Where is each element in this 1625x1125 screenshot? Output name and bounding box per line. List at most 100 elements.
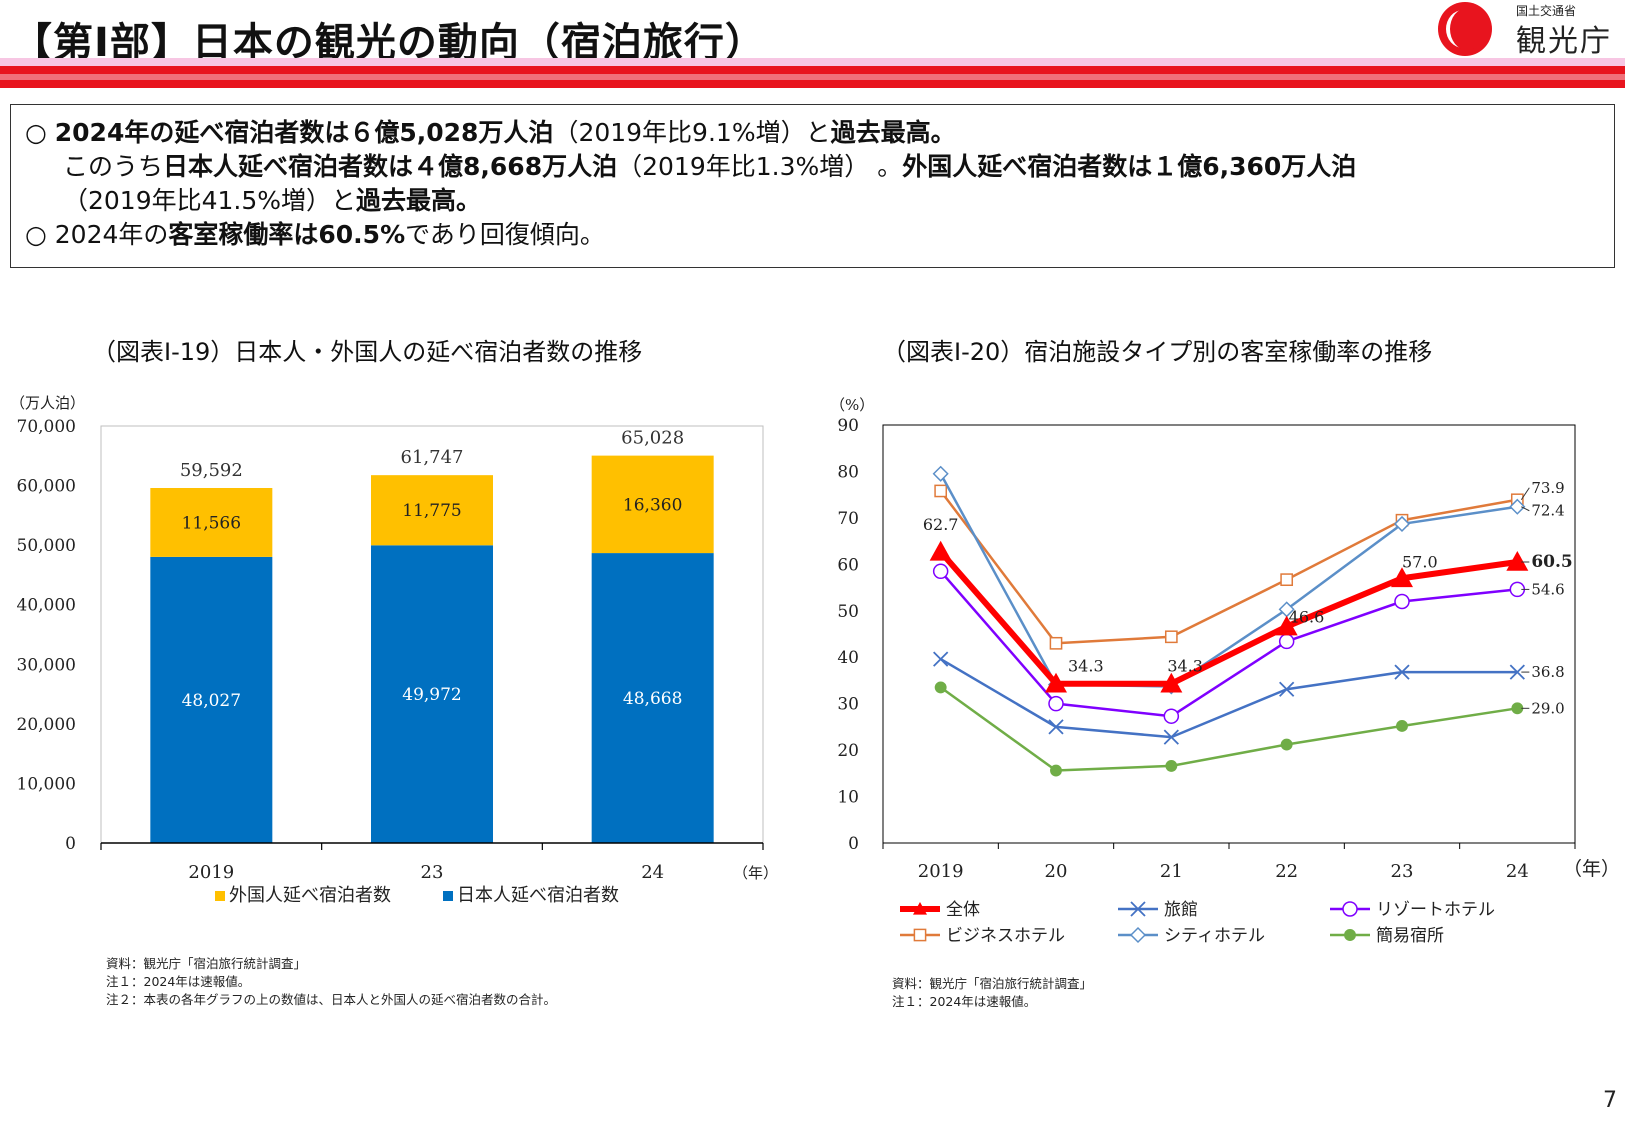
chart2-note-source: 資料：観光庁「宿泊旅行統計調査」	[892, 976, 1093, 991]
chart2-legend-label: 簡易宿所	[1376, 926, 1444, 946]
summary-line-2: このうち日本人延べ宿泊者数は４億8,668万人泊（2019年比1.3%増） 。外…	[63, 147, 1356, 183]
chart2-end-label: 54.6	[1531, 580, 1564, 598]
summary-line-1: ○ 2024年の延べ宿泊者数は６億5,028万人泊（2019年比9.1%増）と過…	[25, 113, 956, 149]
chart1-x-tick-label: 23	[421, 862, 444, 883]
data-point-diamond-open	[932, 465, 949, 482]
bar-japanese-24	[591, 553, 714, 843]
chart2-x-tick-label: 23	[1391, 861, 1414, 882]
logo-circle-core	[1450, 8, 1484, 50]
bar-total-label: 61,747	[401, 447, 464, 468]
logo-ministry-text: 国土交通省	[1516, 4, 1577, 18]
chart2-end-label-leader	[1520, 487, 1530, 501]
bullet: ○	[25, 118, 55, 147]
logo-agency-text: 観光庁	[1516, 24, 1612, 59]
chart2-total-annotation: 62.7	[923, 515, 959, 534]
chart2-x-unit: （年）	[1563, 858, 1620, 880]
line-x-series	[940, 658, 1518, 739]
chart2-x-tick-label: 2019	[918, 861, 964, 882]
summary-line-4: ○ 2024年の客室稼働率は60.5%であり回復傾向。	[25, 215, 605, 251]
data-point-square-open	[1049, 636, 1063, 650]
chart2-total-annotation: 34.3	[1167, 657, 1203, 676]
chart2-x-tick-label: 22	[1275, 861, 1298, 882]
chart2-legend-label: リゾートホテル	[1376, 900, 1495, 920]
line-circle-open-series	[939, 570, 1518, 718]
line-diamond-open-series	[939, 473, 1518, 688]
chart2-end-label: 29.0	[1531, 699, 1564, 717]
data-point-triangle	[1160, 672, 1183, 693]
chart1-note-2: 注２：本表の各年グラフの上の数値は、日本人と外国人の延べ宿泊者数の合計。	[106, 992, 557, 1007]
bar-value-label: 11,566	[182, 513, 241, 533]
data-point-x	[1163, 729, 1179, 745]
header-band-stripe	[0, 74, 1625, 80]
page-number: 7	[1603, 1088, 1617, 1113]
chart1-note-source: 資料：観光庁「宿泊旅行統計調査」	[106, 956, 307, 971]
chart2-end-label: 36.8	[1531, 663, 1564, 681]
chart1-ytick-label: 70,000	[17, 417, 76, 437]
data-point-square-open	[1164, 630, 1178, 644]
data-point-circle	[934, 681, 947, 694]
bar-value-label: 11,775	[402, 501, 461, 521]
chart2-ytick-label: 90	[837, 416, 859, 436]
chart1-legend-label: 日本人延べ宿泊者数	[457, 885, 619, 906]
bar-value-label: 48,027	[182, 691, 241, 711]
data-point-circle	[1050, 764, 1062, 777]
data-point-triangle	[1506, 551, 1529, 571]
bar-value-label: 48,668	[623, 689, 682, 709]
data-point-circle-open	[1394, 593, 1410, 610]
data-point-circle	[1165, 759, 1178, 772]
chart2-ytick-label: 0	[848, 834, 859, 854]
chart2-legend-label: 旅館	[1164, 900, 1198, 920]
data-point-circle	[1396, 720, 1408, 732]
data-point-triangle	[1391, 567, 1413, 588]
chart2-legend-marker-diamond-open	[1129, 926, 1147, 944]
chart1-ytick-label: 20,000	[17, 715, 76, 735]
bar-total-label: 59,592	[180, 460, 243, 481]
data-point-circle-open	[1163, 708, 1180, 724]
data-point-diamond-open	[1509, 498, 1526, 515]
summary-prefix: このうち	[63, 152, 164, 181]
chart2-legend-marker-triangle	[913, 902, 927, 915]
chart1-bar-chart: 0 10,000 20,000 30,000 40,000 50,000 60,000 70,…	[17, 417, 779, 906]
chart1-ytick-label: 60,000	[17, 477, 76, 497]
data-point-x	[1394, 664, 1410, 680]
summary-record-text: 過去最高。	[830, 118, 956, 147]
chart2-ytick-label: 50	[837, 602, 859, 622]
chart2-x-tick-label: 21	[1160, 861, 1183, 882]
summary-foreign-record: 過去最高。	[356, 186, 482, 215]
line-circle-series	[939, 686, 1518, 772]
chart2-legend-marker-square-open	[913, 928, 927, 942]
chart2-legend-label: ビジネスホテル	[946, 926, 1065, 946]
chart1-legend-label: 外国人延べ宿泊者数	[229, 885, 391, 906]
line-square-open-series	[939, 490, 1518, 645]
agency-logo: 国土交通省 観光庁	[1436, 2, 1621, 59]
summary-foreign-growth: （2019年比41.5%増）と	[63, 186, 357, 215]
chart1-legend-swatch	[443, 891, 453, 901]
data-point-x	[1048, 719, 1064, 735]
chart2-end-label-leader	[1521, 506, 1530, 512]
chart2-legend-marker-x	[1130, 901, 1146, 917]
summary-growth-text: （2019年比9.1%増）と	[553, 118, 831, 147]
chart2-total-annotation: 34.3	[1068, 657, 1104, 676]
summary-foreign-stays: 外国人延べ宿泊者数は１億6,360万人泊	[902, 152, 1357, 181]
chart2-ytick-label: 60	[837, 555, 859, 575]
chart2-note-1: 注１：2024年は速報値。	[892, 994, 1037, 1009]
bar-foreign-2019	[150, 487, 273, 557]
chart2-title: （図表Ⅰ-20）宿泊施設タイプ別の客室稼働率の推移	[882, 338, 1433, 366]
data-point-circle-open	[1048, 695, 1064, 712]
summary-japanese-growth: （2019年比1.3%増） 。	[617, 152, 903, 181]
chart2-end-label: 60.5	[1531, 552, 1572, 572]
chart2-plot-frame	[882, 424, 1576, 844]
chart2-end-label: 72.4	[1531, 502, 1564, 520]
chart2-total-annotation: 57.0	[1402, 552, 1438, 571]
chart2-end-label: 73.9	[1531, 479, 1564, 497]
data-point-circle-open	[932, 563, 949, 580]
chart2-ytick-label: 80	[837, 462, 859, 482]
chart1-x-tick-label: 2019	[188, 862, 234, 883]
bar-value-label: 16,360	[623, 495, 682, 515]
data-point-x	[1509, 664, 1525, 680]
chart2-legend-marker-circle	[1344, 929, 1356, 941]
data-point-triangle	[1045, 672, 1067, 693]
chart1-ytick-label: 10,000	[17, 774, 76, 794]
data-point-x	[933, 651, 949, 667]
chart2-yaxis-unit: （%）	[830, 396, 875, 414]
